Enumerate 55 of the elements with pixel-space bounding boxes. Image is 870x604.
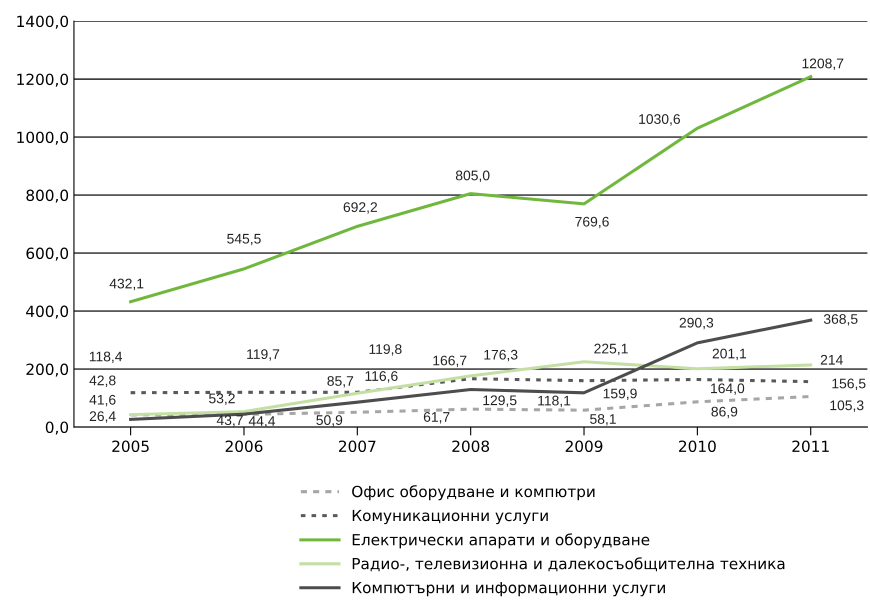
data-label: 156,5 bbox=[832, 378, 866, 390]
y-tick-label: 0,0 bbox=[46, 421, 68, 435]
data-label: 290,3 bbox=[680, 318, 714, 330]
data-label: 692,2 bbox=[344, 202, 378, 214]
data-label: 116,6 bbox=[366, 371, 398, 383]
x-tick-label: 2005 bbox=[112, 440, 149, 452]
y-tick-label: 1000,0 bbox=[17, 132, 68, 145]
y-tick-label: 1200,0 bbox=[17, 74, 68, 87]
data-label: 85,7 bbox=[327, 376, 354, 388]
x-tick-label: 2007 bbox=[339, 440, 376, 452]
legend-label: Електрически апарати и оборудване bbox=[352, 533, 650, 548]
data-label: 119,8 bbox=[370, 344, 402, 356]
data-label: 159,9 bbox=[604, 388, 637, 400]
data-label: 1208,7 bbox=[802, 58, 844, 70]
legend-label: Офис оборудване и компютри bbox=[352, 485, 594, 500]
y-tick-label: 1400,0 bbox=[17, 16, 68, 29]
y-tick-label: 200,0 bbox=[26, 364, 68, 377]
data-label: 166,7 bbox=[433, 356, 466, 368]
x-tick-label: 2011 bbox=[792, 440, 829, 452]
data-label: 118,4 bbox=[90, 352, 122, 364]
data-label: 201,1 bbox=[712, 348, 746, 360]
data-label: 368,5 bbox=[824, 314, 858, 326]
data-label: 58,1 bbox=[590, 414, 616, 426]
data-label: 214 bbox=[820, 354, 843, 365]
data-label: 769,6 bbox=[575, 216, 609, 228]
legend-label: Радио-, телевизионна и далекосъобщителна техника bbox=[352, 557, 784, 572]
data-label: 118,1 bbox=[538, 396, 570, 408]
data-label: 61,7 bbox=[424, 412, 450, 424]
x-tick-label: 2010 bbox=[679, 440, 716, 452]
legend-label: Компютърни и информационни услуги bbox=[352, 582, 665, 596]
data-label: 129,5 bbox=[483, 395, 516, 407]
x-tick-label: 2009 bbox=[566, 440, 602, 452]
data-label: 44,4 bbox=[248, 416, 276, 428]
data-label: 225,1 bbox=[594, 344, 628, 356]
data-label: 164,0 bbox=[711, 383, 744, 395]
data-label: 26,4 bbox=[90, 411, 116, 423]
y-tick-label: 600,0 bbox=[26, 248, 68, 261]
legend-label: Комуникационни услуги bbox=[352, 510, 548, 524]
y-tick-label: 800,0 bbox=[26, 190, 68, 203]
x-tick-label: 2008 bbox=[452, 440, 490, 452]
data-label: 805,0 bbox=[456, 170, 490, 182]
data-label: 42,8 bbox=[89, 376, 116, 387]
x-tick-label: 2006 bbox=[226, 440, 262, 452]
data-label: 43,7 bbox=[216, 415, 243, 427]
data-label: 432,1 bbox=[110, 278, 144, 290]
y-tick-label: 400,0 bbox=[26, 306, 68, 319]
data-label: 105,3 bbox=[830, 400, 864, 412]
data-label: 86,9 bbox=[711, 406, 738, 418]
data-label: 1030,6 bbox=[639, 114, 680, 126]
data-label: 41,6 bbox=[89, 394, 116, 406]
data-label: 50,9 bbox=[316, 415, 342, 427]
data-label: 119,7 bbox=[247, 349, 280, 361]
data-label: 176,3 bbox=[484, 350, 518, 362]
data-label: 545,5 bbox=[227, 234, 261, 246]
data-label: 53,2 bbox=[209, 393, 235, 405]
